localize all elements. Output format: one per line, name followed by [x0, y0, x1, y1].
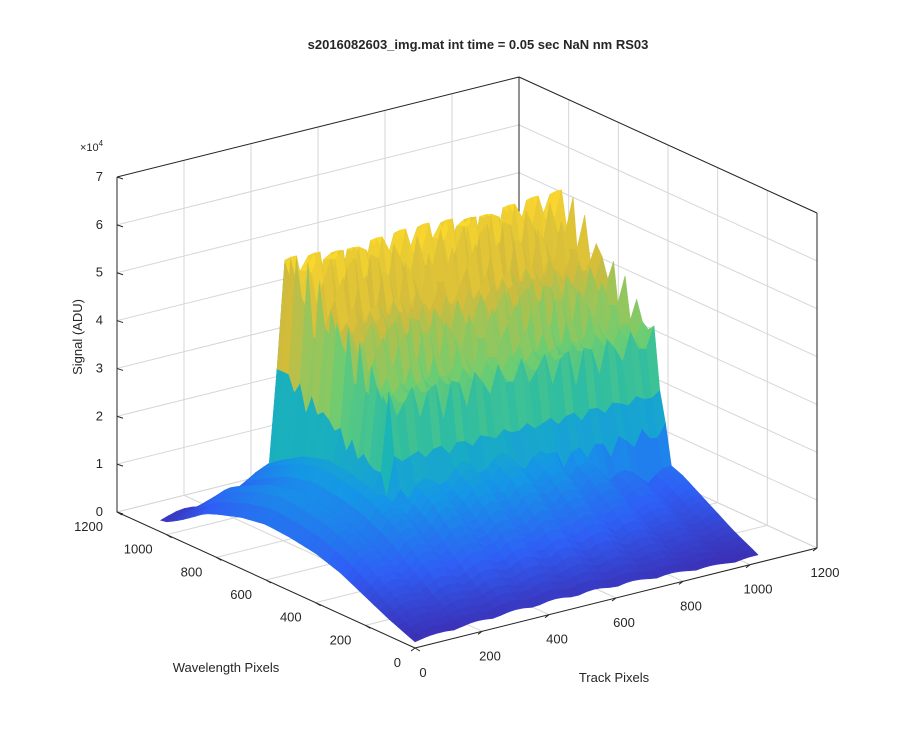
z-tick-mark [116, 463, 124, 467]
z-axis-exponent: ×104 [80, 139, 104, 154]
x-tick-mark [611, 597, 617, 602]
x-axis-label: Track Pixels [579, 670, 650, 685]
y-tick-label: 400 [280, 610, 302, 625]
z-tick-mark [116, 367, 124, 371]
z-tick-label: 4 [96, 313, 103, 328]
y-tick-label: 200 [330, 632, 352, 647]
z-tick-label: 0 [96, 504, 103, 519]
y-tick-mark [414, 647, 421, 652]
y-axis-ticks: 0 200 400 600 800 1000 1200 [74, 511, 421, 670]
z-tick-label: 2 [96, 408, 103, 423]
z-tick-label: 6 [96, 217, 103, 232]
y-tick-label: 1000 [124, 542, 153, 557]
y-axis-label: Wavelength Pixels [173, 660, 280, 675]
y-tick-mark [216, 556, 222, 561]
x-tick-label: 600 [613, 615, 635, 630]
x-axis-ticks: 0 200 400 600 800 1000 1200 [410, 547, 840, 680]
x-tick-mark [544, 614, 550, 619]
z-axis-label: Signal (ADU) [70, 299, 85, 375]
x-tick-mark [678, 580, 684, 585]
y-tick-mark [315, 602, 321, 607]
z-tick-mark [116, 320, 124, 324]
z-tick-label: 7 [96, 169, 103, 184]
z-axis-exponent-power: 4 [99, 139, 104, 148]
surface-plot [159, 189, 759, 643]
chart-title: s2016082603_img.mat int time = 0.05 sec … [308, 37, 649, 52]
axes-edge [518, 76, 818, 214]
z-axis-ticks: 0 1 2 3 4 5 6 7 [96, 169, 124, 519]
x-tick-mark [812, 547, 818, 552]
axes-edge [116, 76, 520, 178]
z-tick-mark [116, 511, 124, 515]
x-tick-label: 0 [419, 665, 426, 680]
y-tick-mark [265, 579, 272, 584]
z-tick-label: 5 [96, 265, 103, 280]
x-tick-mark [745, 564, 751, 569]
y-tick-mark [365, 624, 371, 629]
z-tick-label: 3 [96, 360, 103, 375]
x-tick-label: 1200 [811, 565, 840, 580]
z-tick-mark [116, 176, 124, 180]
surface-patch [743, 548, 759, 558]
z-tick-mark [116, 272, 124, 276]
x-tick-label: 400 [546, 632, 568, 647]
x-tick-label: 200 [479, 648, 501, 663]
x-tick-mark [477, 630, 483, 635]
y-tick-label: 1200 [74, 519, 103, 534]
y-tick-label: 0 [394, 655, 401, 670]
x-tick-mark [410, 647, 416, 652]
z-tick-label: 1 [96, 456, 103, 471]
y-tick-label: 800 [181, 564, 203, 579]
x-tick-label: 1000 [744, 582, 773, 597]
x-tick-label: 800 [680, 598, 702, 613]
y-tick-mark [166, 534, 172, 539]
z-tick-mark [116, 415, 124, 419]
z-tick-mark [116, 224, 124, 228]
y-tick-label: 600 [230, 587, 252, 602]
z-axis-exponent-base: ×10 [80, 142, 99, 154]
